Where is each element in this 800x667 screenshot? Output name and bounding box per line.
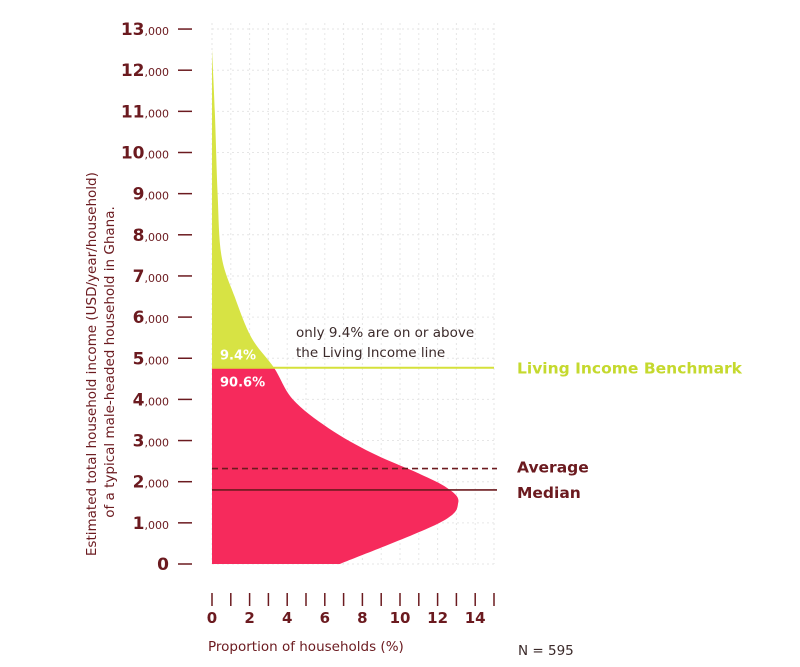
area-above-benchmark (212, 49, 275, 368)
y-tick-label: 7,000 (133, 267, 169, 287)
x-tick-label: 6 (320, 609, 330, 627)
y-axis-label-line-1: Estimated total household income (USD/ye… (84, 172, 100, 556)
x-tick-label: 12 (427, 609, 448, 627)
y-tick-major: 2 (133, 473, 145, 493)
y-tick-minor: ,000 (145, 354, 170, 367)
share-below-label: 90.6% (220, 376, 265, 391)
y-tick-minor: ,000 (145, 66, 170, 79)
y-tick-major: 3 (133, 432, 145, 452)
average-label: Average (517, 459, 589, 477)
y-tick-label: 12,000 (121, 61, 169, 81)
y-tick-minor: ,000 (145, 519, 170, 532)
y-tick-label: 6,000 (133, 308, 169, 328)
y-tick-major: 13 (121, 20, 145, 40)
x-axis: 0 2 4 6 8 10 12 14 (207, 593, 495, 627)
y-tick-major: 0 (157, 555, 169, 575)
sample-size-label: N = 595 (518, 643, 574, 659)
y-tick-major: 1 (133, 514, 145, 534)
x-tick-label: 8 (357, 609, 367, 627)
y-tick-major: 11 (121, 102, 145, 122)
y-tick-major: 12 (121, 61, 145, 81)
y-tick-label: 5,000 (133, 349, 169, 369)
y-axis: 01,0002,0003,0004,0005,0006,0007,0008,00… (121, 20, 192, 575)
y-tick-label: 3,000 (133, 432, 169, 452)
y-tick-minor: ,000 (145, 313, 170, 326)
y-tick-label: 11,000 (121, 102, 169, 122)
grid (211, 23, 497, 565)
x-tick-label: 2 (244, 609, 254, 627)
distribution-area (212, 49, 459, 564)
annotation-line-2: the Living Income line (296, 345, 445, 361)
y-tick-minor: ,000 (145, 437, 170, 450)
y-tick-major: 6 (133, 308, 145, 328)
y-tick-major: 5 (133, 349, 145, 369)
y-tick-major: 10 (121, 144, 145, 164)
y-tick-label: 9,000 (133, 185, 169, 205)
median-label: Median (517, 484, 581, 502)
y-tick-major: 7 (133, 267, 145, 287)
y-tick-label: 0 (157, 555, 169, 575)
area-below-benchmark (212, 367, 459, 564)
x-tick-label: 4 (282, 609, 292, 627)
y-tick-label: 2,000 (133, 473, 169, 493)
y-tick-major: 4 (133, 390, 145, 410)
x-tick-label: 0 (207, 609, 217, 627)
y-tick-minor: ,000 (145, 478, 170, 491)
reference-lines (212, 366, 497, 491)
y-tick-minor: ,000 (145, 149, 170, 162)
x-tick-label: 10 (390, 609, 411, 627)
y-tick-label: 10,000 (121, 144, 169, 164)
y-tick-minor: ,000 (145, 231, 170, 244)
y-tick-label: 8,000 (133, 226, 169, 246)
y-tick-label: 1,000 (133, 514, 169, 534)
y-tick-label: 4,000 (133, 390, 169, 410)
y-tick-label: 13,000 (121, 20, 169, 40)
share-above-label: 9.4% (220, 349, 256, 364)
y-tick-minor: ,000 (145, 272, 170, 285)
annotation-line-1: only 9.4% are on or above (296, 325, 474, 341)
y-tick-minor: ,000 (145, 190, 170, 203)
y-axis-label: Estimated total household income (USD/ye… (84, 168, 118, 556)
x-tick-label: 14 (465, 609, 486, 627)
y-tick-minor: ,000 (145, 395, 170, 408)
y-axis-label-line-2: of a typical male-headed household in Gh… (102, 206, 118, 518)
y-tick-major: 9 (133, 185, 145, 205)
benchmark-label: Living Income Benchmark (517, 360, 743, 378)
y-tick-major: 8 (133, 226, 145, 246)
x-axis-label: Proportion of households (%) (208, 639, 404, 655)
y-tick-minor: ,000 (145, 25, 170, 38)
y-tick-minor: ,000 (145, 107, 170, 120)
